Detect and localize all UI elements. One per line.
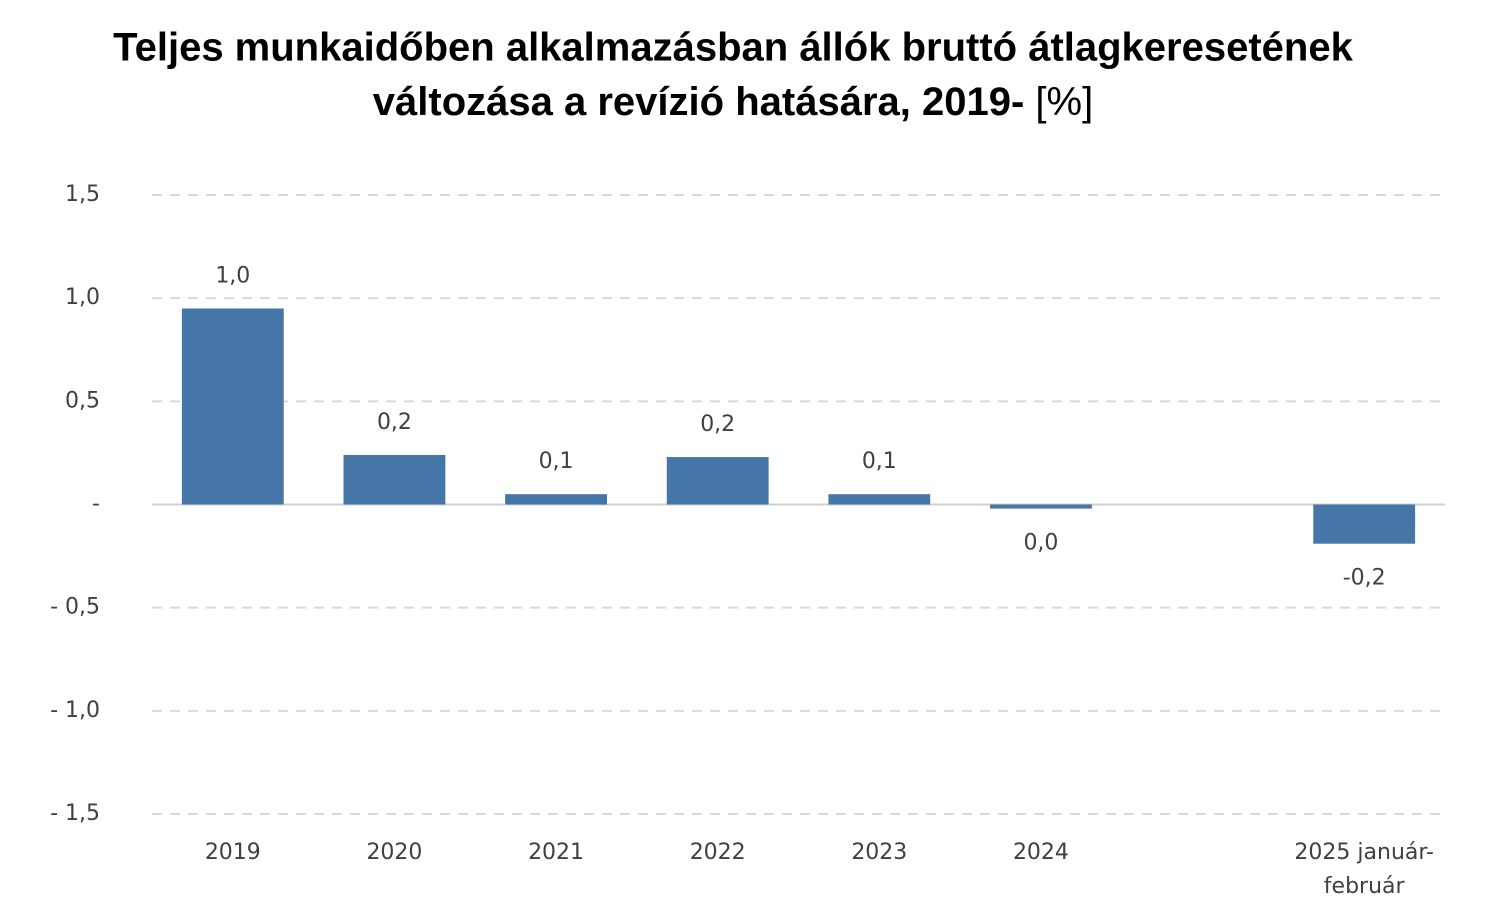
x-tick-label: 2022	[690, 840, 746, 865]
bar	[990, 504, 1092, 509]
data-label: 0,1	[539, 449, 574, 474]
data-label: 0,2	[700, 412, 735, 437]
x-tick-label: 2025 január-február	[1294, 840, 1434, 899]
y-tick-label: - 1,5	[50, 801, 100, 826]
x-tick-label-line: február	[1324, 874, 1406, 899]
x-tick-label: 2023	[851, 840, 907, 865]
data-label: 0,0	[1023, 531, 1058, 556]
y-tick-label: 0,5	[65, 388, 100, 413]
x-tick-label-line: 2025 január-	[1294, 840, 1434, 865]
y-tick-label: 1,0	[65, 285, 100, 310]
x-tick-label: 2021	[528, 840, 584, 865]
bar	[181, 308, 284, 505]
data-label: 1,0	[215, 263, 250, 288]
chart-title: változása a revízió hatására, 2019- [%]	[373, 80, 1093, 124]
y-tick-label: - 1,0	[50, 698, 100, 723]
y-tick-label: -	[92, 492, 100, 517]
bar	[828, 494, 931, 505]
data-label: 0,1	[862, 449, 897, 474]
bar	[1313, 504, 1416, 544]
bar	[666, 457, 769, 505]
x-tick-label: 2024	[1013, 840, 1069, 865]
bar	[343, 454, 446, 505]
chart-title: változása a revízió hatására, 2019-	[373, 80, 1024, 124]
chart-title: Teljes munkaidőben alkalmazásban állók b…	[113, 26, 1353, 70]
unit: [%]	[1035, 80, 1093, 124]
y-tick-label: 1,5	[65, 182, 100, 207]
data-label: 0,2	[377, 410, 412, 435]
bar	[505, 494, 607, 505]
x-tick-label: 2019	[205, 840, 261, 865]
data-label: -0,2	[1343, 566, 1386, 591]
y-tick-label: - 0,5	[50, 595, 100, 620]
x-tick-label: 2020	[366, 840, 422, 865]
